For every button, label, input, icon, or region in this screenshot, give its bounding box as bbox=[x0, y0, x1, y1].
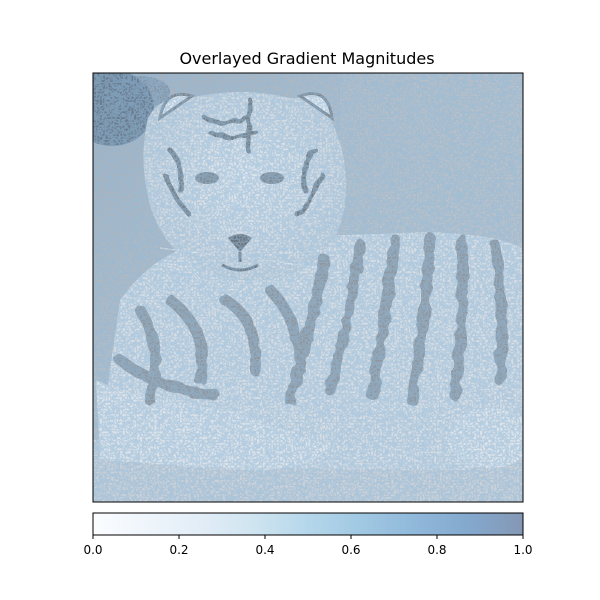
colorbar: 0.0 0.2 0.4 0.6 0.8 1.0 bbox=[83, 512, 533, 557]
colorbar-gradient bbox=[93, 513, 523, 535]
colorbar-tick-label: 1.0 bbox=[513, 543, 532, 557]
colorbar-tick-label: 0.2 bbox=[169, 543, 188, 557]
colorbar-tick-label: 0.4 bbox=[255, 543, 274, 557]
colorbar-tick-label: 0.8 bbox=[427, 543, 446, 557]
image-axes-frame bbox=[92, 72, 524, 503]
tiger-gradient-overlay-image bbox=[93, 73, 523, 502]
colorbar-tick-label: 0.6 bbox=[341, 543, 360, 557]
colorbar-tick-label: 0.0 bbox=[83, 543, 102, 557]
colorbar-ticks: 0.0 0.2 0.4 0.6 0.8 1.0 bbox=[83, 535, 533, 557]
chart-title: Overlayed Gradient Magnitudes bbox=[179, 49, 434, 68]
colorbar-frame bbox=[92, 512, 524, 536]
